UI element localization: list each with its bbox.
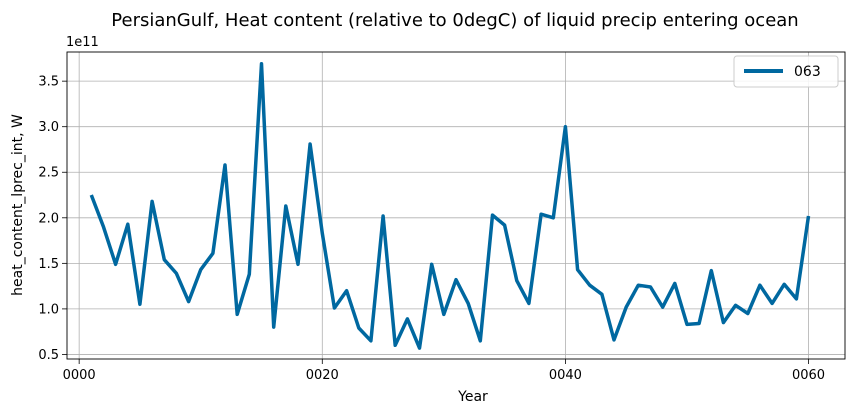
y-tick-label: 1.0 (38, 302, 59, 317)
x-tick-label: 0000 (63, 368, 96, 383)
x-tick-label: 0020 (306, 368, 339, 383)
x-axis-label: Year (457, 389, 488, 405)
chart-title: PersianGulf, Heat content (relative to 0… (111, 10, 798, 31)
legend: 063 (733, 55, 839, 88)
axis-ticks: 0000 0020 0040 0060 0.5 1.0 1.5 2.0 2.5 3.0 3.5 (38, 75, 825, 383)
y-tick-label: 1.5 (38, 257, 59, 272)
grid-lines (67, 52, 845, 359)
legend-box (733, 55, 839, 88)
y-tick-label: 0.5 (38, 348, 59, 363)
x-tick-label: 0060 (792, 368, 825, 383)
y-offset-label: 1e11 (66, 35, 99, 50)
x-tick-label: 0040 (549, 368, 582, 383)
plot-frame (66, 51, 846, 360)
y-tick-label: 2.5 (38, 166, 59, 181)
y-tick-label: 3.5 (38, 75, 59, 90)
series-line-063 (89, 62, 811, 350)
y-tick-label: 2.0 (38, 211, 59, 226)
y-tick-label: 3.0 (38, 120, 59, 135)
series-lines (89, 62, 811, 350)
legend-label: 063 (794, 64, 821, 80)
y-axis-label: heat_content_lprec_int, W (10, 114, 26, 296)
